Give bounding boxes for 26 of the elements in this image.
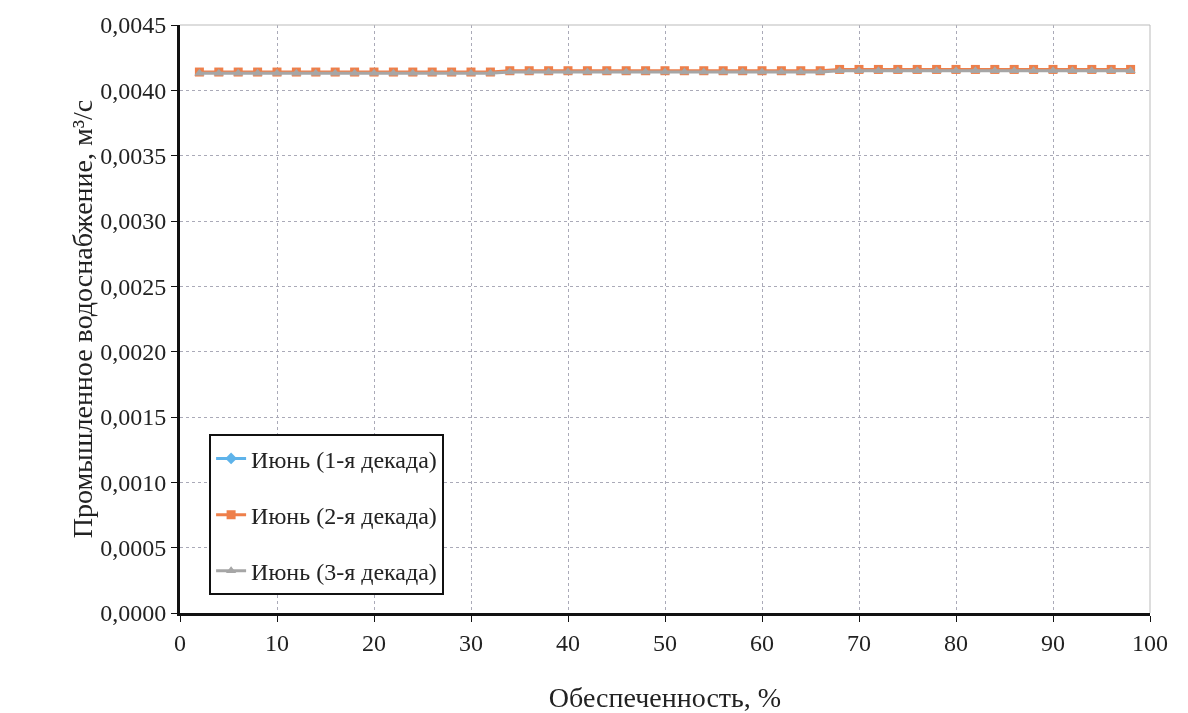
x-tick-label: 30 (459, 629, 483, 656)
y-tick-label: 0,0025 (100, 273, 167, 300)
y-tick-label: 0,0030 (100, 208, 167, 235)
y-axis-title: Промышленное водоснабжение, м³/с (67, 99, 99, 539)
x-tick-label: 40 (556, 629, 580, 656)
x-tick-label: 20 (362, 629, 386, 656)
x-axis-title: Обеспеченность, % (548, 682, 782, 713)
legend-label: Июнь (2-я декада) (251, 503, 437, 530)
y-tick-label: 0,0045 (100, 12, 167, 39)
x-tick-label: 80 (944, 629, 968, 656)
y-tick-label: 0,0000 (100, 600, 167, 627)
y-tick-label: 0,0020 (100, 339, 167, 366)
y-tick-label: 0,0040 (100, 77, 167, 104)
x-tick-label: 50 (653, 629, 677, 656)
y-tick-label: 0,0010 (100, 469, 167, 496)
x-tick-label: 0 (174, 629, 186, 656)
x-tick-label: 90 (1041, 629, 1065, 656)
x-tick-label: 70 (847, 629, 871, 656)
y-tick-label: 0,0035 (100, 143, 167, 170)
y-tick-label: 0,0005 (100, 535, 167, 562)
legend-label: Июнь (1-я декада) (251, 446, 437, 473)
y-tick-label: 0,0015 (100, 404, 167, 431)
x-tick-label: 10 (265, 629, 289, 656)
x-tick-label: 100 (1132, 629, 1168, 656)
x-tick-label: 60 (750, 629, 774, 656)
legend-label: Июнь (3-я декада) (251, 559, 437, 586)
